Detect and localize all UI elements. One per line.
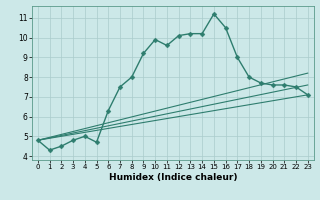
- X-axis label: Humidex (Indice chaleur): Humidex (Indice chaleur): [108, 173, 237, 182]
